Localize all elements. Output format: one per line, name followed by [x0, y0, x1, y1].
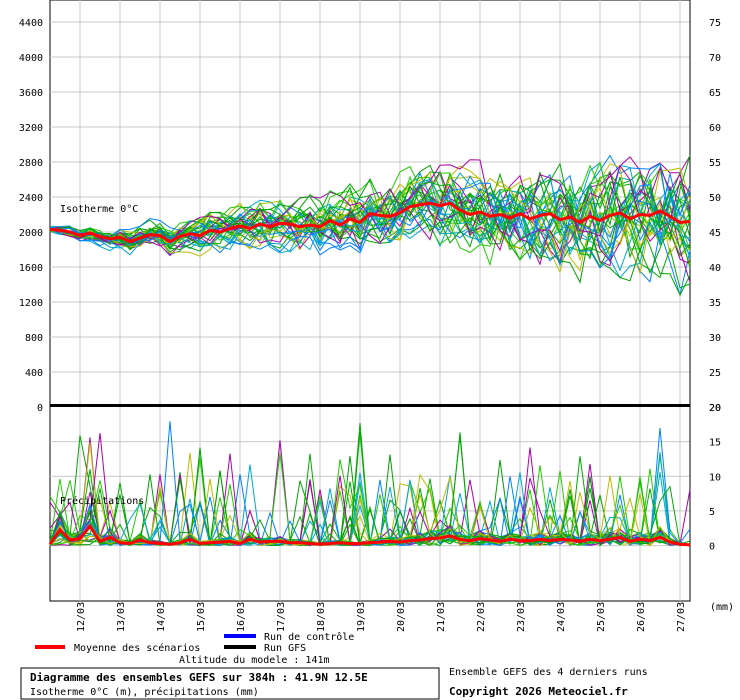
- right-tick-label: 60: [709, 123, 721, 134]
- isotherm-member-line: [49, 159, 691, 243]
- right-tick-label: 65: [709, 88, 721, 99]
- date-tick-label: 21/03: [436, 602, 447, 632]
- right-tick-label: 70: [709, 53, 721, 64]
- isotherm-member-line: [49, 171, 691, 260]
- date-tick-label: 15/03: [196, 602, 207, 632]
- isotherm-tick-label: 2000: [19, 228, 43, 239]
- date-tick-labels: 12/03 13/03 14/03 15/03 16/03 17/03 18/03 19/03…: [76, 602, 687, 632]
- ensemble-note: Ensemble GEFS des 4 derniers runs: [449, 667, 648, 678]
- right-tick-label: 45: [709, 228, 721, 239]
- right-tick-label: 75: [709, 18, 721, 29]
- isotherm-tick-label: 0: [37, 403, 43, 414]
- date-tick-label: 25/03: [596, 602, 607, 632]
- right-tick-label: 20: [709, 403, 721, 414]
- date-tick-label: 12/03: [76, 602, 87, 632]
- date-tick-label: 26/03: [636, 602, 647, 632]
- precip-tick-label: 0: [709, 542, 715, 553]
- precip-tick-label: 15: [709, 438, 721, 449]
- right-tick-label: 50: [709, 193, 721, 204]
- altitude-label: Altitude du modele : 141m: [179, 655, 330, 666]
- isotherm-tick-label: 4000: [19, 53, 43, 64]
- footer-title-box: [20, 667, 440, 700]
- date-tick-label: 14/03: [156, 602, 167, 632]
- isotherm-tick-label: 1200: [19, 298, 43, 309]
- isotherm-tick-label: 800: [25, 333, 43, 344]
- isotherm-tick-label: 400: [25, 368, 43, 379]
- date-tick-label: 17/03: [276, 602, 287, 632]
- precip-panel-label: Précipitations: [60, 495, 144, 507]
- footer-title: Diagramme des ensembles GEFS sur 384h : …: [30, 671, 368, 684]
- copyright: Copyright 2026 Meteociel.fr: [449, 685, 628, 698]
- date-tick-label: 22/03: [476, 602, 487, 632]
- isotherm-panel-label: Isotherme 0°C: [60, 204, 138, 215]
- isotherm-tick-label: 3200: [19, 123, 43, 134]
- legend-gfs-label: Run GFS: [264, 643, 306, 654]
- right-tick-label: 30: [709, 333, 721, 344]
- date-tick-label: 18/03: [316, 602, 327, 632]
- right-tick-label: 25: [709, 368, 721, 379]
- isotherm-tick-label: 3600: [19, 88, 43, 99]
- right-tick-label: 55: [709, 158, 721, 169]
- date-tick-label: 20/03: [396, 602, 407, 632]
- legend-mean-label: Moyenne des scénarios: [74, 642, 200, 654]
- legend: Moyenne des scénarios Run de contrôle Ru…: [35, 631, 354, 654]
- footer-subtitle: Isotherme 0°C (m), précipitations (mm): [30, 686, 259, 698]
- date-tick-label: 19/03: [356, 602, 367, 632]
- precip-mean-line: [48, 523, 691, 547]
- precip-tick-label: 20: [709, 403, 721, 414]
- precip-tick-label: 10: [709, 472, 721, 483]
- date-tick-label: 23/03: [516, 602, 527, 632]
- precip-tick-label: 5: [709, 507, 715, 518]
- legend-control-label: Run de contrôle: [264, 631, 354, 643]
- date-tick-label: 24/03: [556, 602, 567, 632]
- right-tick-label: 40: [709, 263, 721, 274]
- isotherm-member-line: [49, 176, 691, 254]
- right-tick-label: 35: [709, 298, 721, 309]
- isotherm-tick-label: 2400: [19, 193, 43, 204]
- isotherm-member-line: [49, 184, 691, 262]
- isotherm-y-tick-labels: 0 400 800 1200 1600 2000 2400 2800 3200 3600 4000 4…: [19, 18, 43, 414]
- date-tick-label: 27/03: [676, 602, 687, 632]
- isotherm-tick-label: 1600: [19, 263, 43, 274]
- date-tick-label: 13/03: [116, 602, 127, 632]
- isotherm-mean-line: [49, 201, 691, 244]
- date-tick-label: 16/03: [236, 602, 247, 632]
- isotherm-tick-label: 2800: [19, 158, 43, 169]
- isotherm-member-line: [49, 177, 691, 272]
- isotherm-tick-label: 4400: [19, 18, 43, 29]
- isotherm-member-line: [49, 210, 691, 284]
- precip-unit-label: (mm): [710, 602, 734, 613]
